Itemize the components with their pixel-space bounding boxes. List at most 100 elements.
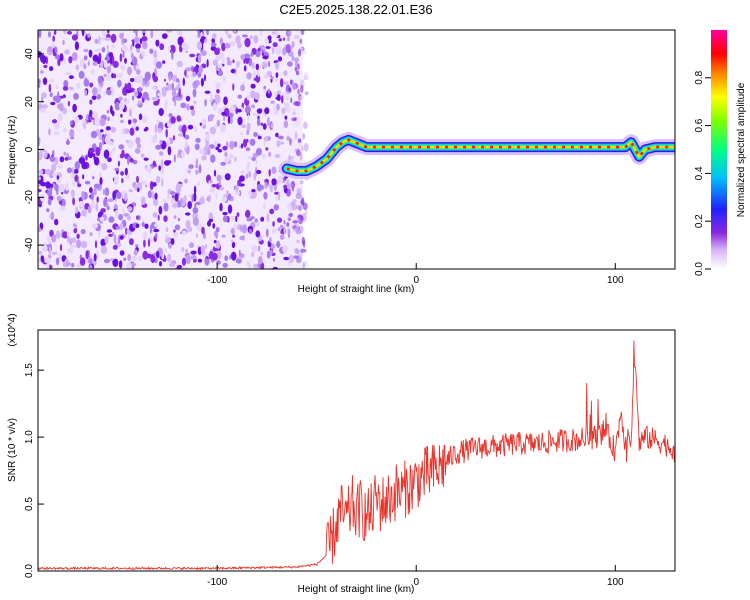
noise-speckle (100, 129, 104, 133)
noise-speckle (218, 70, 223, 77)
noise-speckle (66, 138, 69, 146)
noise-speckle (156, 250, 160, 259)
noise-speckle (103, 73, 107, 78)
noise-speckle (263, 74, 269, 79)
noise-speckle (122, 52, 125, 58)
colorbar-tick-label: 0.4 (694, 166, 705, 180)
noise-speckle (94, 117, 101, 127)
noise-speckle (143, 157, 149, 161)
noise-speckle (171, 82, 174, 91)
noise-speckle (100, 208, 106, 213)
noise-speckle (241, 34, 248, 38)
noise-speckle (282, 47, 287, 56)
noise-speckle (275, 132, 279, 138)
noise-speckle (164, 247, 167, 252)
noise-speckle (250, 104, 256, 109)
noise-speckle (272, 221, 275, 227)
noise-speckle (199, 148, 205, 154)
noise-speckle (291, 117, 297, 122)
noise-speckle (288, 156, 295, 160)
noise-speckle (178, 125, 183, 132)
noise-speckle (142, 91, 149, 100)
x-tick-label: 0 (413, 577, 419, 588)
noise-speckle (233, 223, 237, 232)
noise-speckle (286, 188, 291, 197)
noise-speckle (168, 262, 176, 268)
noise-speckle (196, 223, 203, 232)
noise-speckle (76, 233, 80, 239)
noise-speckle (274, 109, 279, 116)
noise-speckle (286, 179, 290, 189)
noise-speckle (209, 126, 217, 135)
noise-speckle (85, 250, 89, 259)
colorbar-tick-label: 0.8 (694, 70, 705, 84)
noise-speckle (292, 186, 295, 192)
noise-speckle (118, 102, 125, 110)
noise-speckle (52, 47, 56, 57)
snr-frame (37, 329, 676, 572)
noise-speckle (55, 84, 59, 90)
noise-speckle (257, 69, 260, 78)
noise-speckle (178, 149, 182, 156)
noise-speckle (57, 164, 63, 169)
noise-speckle (198, 164, 202, 174)
noise-speckle (251, 244, 258, 254)
noise-speckle (195, 213, 199, 218)
noise-speckle (39, 82, 43, 87)
snr-series-line (38, 340, 675, 571)
noise-speckle (264, 179, 269, 183)
noise-speckle (165, 237, 171, 243)
noise-speckle (172, 135, 176, 141)
noise-speckle (206, 148, 211, 156)
noise-speckle (70, 237, 77, 243)
noise-speckle (112, 60, 119, 68)
noise-speckle (78, 200, 84, 208)
noise-speckle (126, 82, 132, 91)
noise-speckle (42, 244, 48, 252)
noise-speckle (301, 236, 305, 245)
noise-speckle (279, 78, 284, 88)
noise-speckle (283, 120, 289, 129)
noise-speckle (80, 228, 86, 235)
noise-speckle (292, 199, 297, 203)
noise-speckle (50, 211, 55, 221)
noise-speckle (70, 244, 77, 249)
noise-speckle (265, 90, 272, 99)
noise-speckle (168, 242, 172, 249)
noise-speckle (158, 165, 161, 171)
noise-speckle (142, 231, 148, 240)
noise-speckle (120, 171, 124, 176)
noise-speckle (99, 118, 106, 127)
noise-speckle (236, 61, 240, 68)
noise-speckle (284, 115, 288, 120)
noise-speckle (83, 55, 88, 61)
noise-speckle (174, 97, 177, 107)
noise-speckle (261, 185, 264, 190)
noise-speckle (104, 129, 108, 134)
noise-speckle (89, 232, 93, 237)
noise-speckle (288, 87, 292, 93)
noise-speckle (184, 134, 190, 140)
noise-speckle (222, 262, 228, 268)
noise-speckle (235, 215, 238, 222)
noise-speckle (127, 119, 132, 125)
noise-speckle (185, 219, 191, 229)
noise-speckle (184, 69, 187, 77)
noise-speckle (244, 105, 251, 114)
noise-speckle (198, 65, 204, 74)
noise-speckle (275, 45, 282, 56)
noise-speckle (215, 82, 222, 89)
noise-speckle (225, 141, 229, 148)
noise-speckle (302, 261, 305, 269)
snr-x-label: Height of straight line (km) (298, 584, 415, 595)
noise-speckle (234, 191, 241, 195)
noise-speckle (266, 228, 269, 238)
noise-speckle (102, 136, 105, 146)
noise-speckle (143, 239, 146, 248)
noise-speckle (222, 215, 228, 223)
y-tick-label: -40 (24, 237, 35, 252)
noise-speckle (273, 102, 276, 112)
noise-speckle (293, 34, 300, 40)
noise-speckle (99, 216, 105, 222)
noise-speckle (138, 255, 143, 262)
